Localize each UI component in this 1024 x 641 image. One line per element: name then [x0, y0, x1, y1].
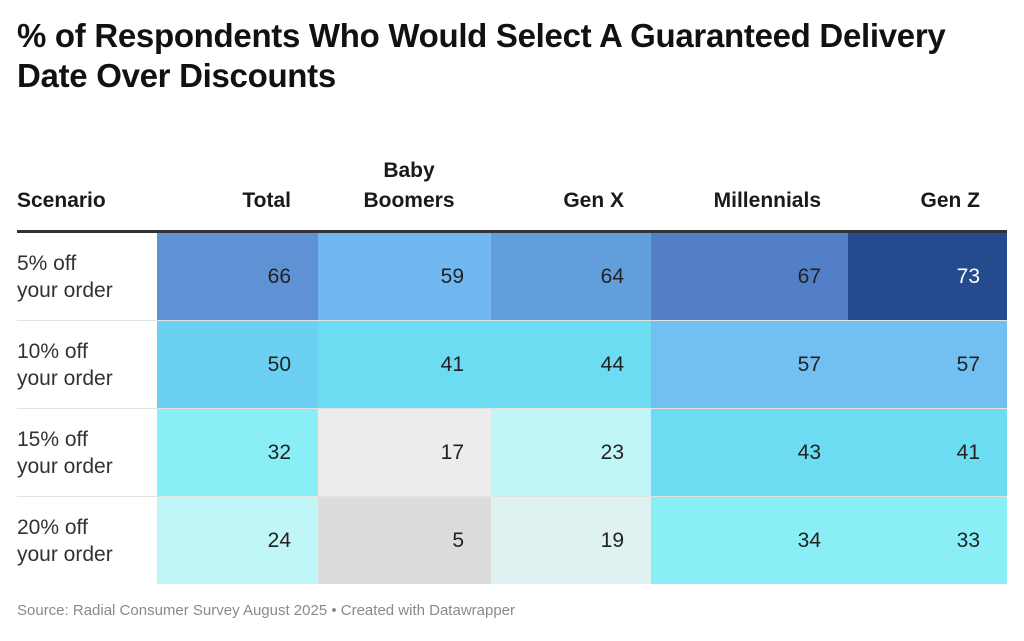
column-header-baby-boomers: Baby Boomers: [318, 140, 491, 233]
row-label-scenario: 15% off your order: [17, 408, 157, 497]
cell-gen-x: 64: [491, 231, 651, 321]
scenario-line-1: 20% off: [17, 515, 88, 539]
cell-baby-boomers: 41: [318, 320, 491, 409]
scenario-line-1: 15% off: [17, 427, 88, 451]
row-label-scenario: 5% off your order: [17, 231, 157, 321]
scenario-line-2: your order: [17, 542, 113, 566]
cell-gen-x: 44: [491, 320, 651, 409]
chart-title: % of Respondents Who Would Select A Guar…: [17, 17, 946, 94]
baby-boomers-label: Baby Boomers: [363, 159, 455, 212]
scenario-line-2: your order: [17, 366, 113, 390]
row-label-scenario: 10% off your order: [17, 320, 157, 409]
header-row: Scenario Total Baby Boomers Gen X Millen…: [17, 140, 1007, 233]
scenario-line-1: 10% off: [17, 339, 88, 363]
table-row: 15% off your order 32 17 23 43 41: [17, 408, 1007, 497]
cell-gen-z: 57: [848, 320, 1007, 409]
cell-gen-x: 19: [491, 496, 651, 584]
cell-total: 66: [157, 231, 318, 321]
cell-millennials: 34: [651, 496, 848, 584]
column-header-gen-z: Gen Z: [848, 140, 1007, 233]
scenario-line-1: 5% off: [17, 251, 77, 275]
cell-gen-z: 41: [848, 408, 1007, 497]
column-header-total: Total: [157, 140, 318, 233]
cell-total: 24: [157, 496, 318, 584]
table-row: 20% off your order 24 5 19 34 33: [17, 496, 1007, 584]
cell-baby-boomers: 5: [318, 496, 491, 584]
scenario-line-2: your order: [17, 454, 113, 478]
row-label-scenario: 20% off your order: [17, 496, 157, 584]
cell-millennials: 67: [651, 231, 848, 321]
cell-gen-z: 73: [848, 231, 1007, 321]
cell-total: 32: [157, 408, 318, 497]
table-row: 5% off your order 66 59 64 67 73: [17, 231, 1007, 321]
cell-millennials: 57: [651, 320, 848, 409]
cell-gen-x: 23: [491, 408, 651, 497]
heatmap-table: Scenario Total Baby Boomers Gen X Millen…: [17, 140, 1007, 584]
source-note: Source: Radial Consumer Survey August 20…: [17, 602, 516, 619]
cell-baby-boomers: 17: [318, 408, 491, 497]
table-row: 10% off your order 50 41 44 57 57: [17, 320, 1007, 409]
column-header-millennials: Millennials: [651, 140, 848, 233]
scenario-line-2: your order: [17, 278, 113, 302]
cell-millennials: 43: [651, 408, 848, 497]
column-header-gen-x: Gen X: [491, 140, 651, 233]
cell-gen-z: 33: [848, 496, 1007, 584]
cell-total: 50: [157, 320, 318, 409]
column-header-scenario: Scenario: [17, 140, 157, 233]
cell-baby-boomers: 59: [318, 231, 491, 321]
